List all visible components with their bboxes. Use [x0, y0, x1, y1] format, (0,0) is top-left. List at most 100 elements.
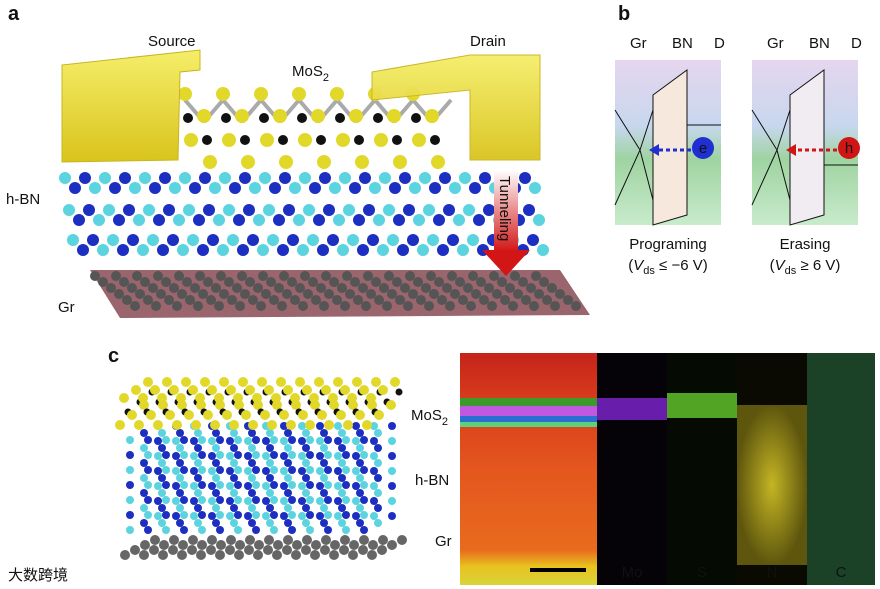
s-atom [276, 377, 286, 387]
s-atom [330, 87, 344, 101]
arrowhead [649, 144, 659, 156]
carbon-atom [169, 283, 179, 293]
carbon-atom [350, 277, 360, 287]
bn-atom [280, 437, 288, 445]
bn-atom [198, 526, 206, 534]
c-atom [177, 550, 187, 560]
bn-atom [149, 182, 161, 194]
bn-atom [397, 244, 409, 256]
bn-atom [154, 467, 162, 475]
bn-atom [140, 489, 148, 497]
s-atom [271, 393, 281, 403]
s-atom [393, 155, 407, 169]
label: Drain [470, 33, 506, 50]
bn-atom [288, 511, 296, 519]
s-atom [309, 393, 319, 403]
caption: Programing [629, 236, 707, 253]
source-electrode [61, 49, 201, 163]
bn-atom [248, 504, 256, 512]
bn-atom [302, 504, 310, 512]
bn-atom [233, 214, 245, 226]
bn-atom [293, 214, 305, 226]
bn-atom [216, 451, 224, 459]
c-atom [150, 535, 160, 545]
carbon-atom [311, 295, 321, 305]
s-atom [207, 385, 217, 395]
bn-atom [338, 459, 346, 467]
bn-atom [399, 172, 411, 184]
bn-atom [158, 474, 166, 482]
bn-atom [324, 451, 332, 459]
carbon-atom [547, 283, 557, 293]
bn-atom [252, 451, 260, 459]
c-atom [321, 535, 331, 545]
s-atom [184, 410, 194, 420]
s-atom [238, 377, 248, 387]
carbon-atom [340, 301, 350, 311]
bn-atom [284, 429, 292, 437]
bn-atom [154, 482, 162, 490]
bn-atom [180, 436, 188, 444]
bn-atom [342, 511, 350, 519]
bn-atom [252, 466, 260, 474]
carbon-atom [298, 301, 308, 311]
bn-atom [162, 481, 170, 489]
c-atom [264, 535, 274, 545]
condition: (Vds ≤ −6 V) [628, 257, 707, 277]
bn-atom [230, 444, 238, 452]
bn-atom [324, 496, 332, 504]
bn-atom [144, 436, 152, 444]
s-atom [355, 410, 365, 420]
bn-atom [302, 429, 310, 437]
bn-atom [167, 234, 179, 246]
s-atom [349, 109, 363, 123]
carbon-atom [224, 277, 234, 287]
bn-atom [154, 452, 162, 460]
bn-atom [162, 451, 170, 459]
s-atom [431, 155, 445, 169]
carbon-atom [156, 289, 166, 299]
bn-atom [162, 526, 170, 534]
bn-atom [209, 182, 221, 194]
carbon-atom [521, 295, 531, 305]
bn-atom [352, 422, 360, 430]
bn-atom [307, 234, 319, 246]
carbon-atom [374, 295, 384, 305]
carbon-atom [111, 271, 121, 281]
label: MoS2 [292, 63, 329, 84]
bn-atom [162, 496, 170, 504]
layer-label: D [851, 35, 862, 52]
bn-atom [334, 497, 342, 505]
s-atom [203, 155, 217, 169]
c-atom [348, 550, 358, 560]
bn-atom [316, 482, 324, 490]
bn-atom [437, 244, 449, 256]
bn-atom [320, 459, 328, 467]
carbon-atom [403, 301, 413, 311]
carbon-atom [90, 271, 100, 281]
bn-atom [316, 452, 324, 460]
bn-atom [453, 214, 465, 226]
map-label: N [767, 564, 778, 581]
bn-atom [158, 429, 166, 437]
bn-atom [180, 496, 188, 504]
carbon-atom [571, 301, 581, 311]
carbon-atom [122, 295, 132, 305]
bn-atom [352, 452, 360, 460]
carbon-atom [106, 283, 116, 293]
bn-atom [370, 512, 378, 520]
bn-atom [338, 504, 346, 512]
bn-atom [360, 436, 368, 444]
bn-atom [262, 497, 270, 505]
bn-atom [154, 437, 162, 445]
carbon-atom [408, 289, 418, 299]
bn-atom [158, 459, 166, 467]
mo-atom [395, 388, 403, 396]
carbon-atom [489, 271, 499, 281]
mo-atom [354, 135, 364, 145]
s-atom [412, 133, 426, 147]
bn-atom [302, 474, 310, 482]
bn-atom [226, 512, 234, 520]
carbon-atom [437, 295, 447, 305]
carbon-atom [140, 277, 150, 287]
